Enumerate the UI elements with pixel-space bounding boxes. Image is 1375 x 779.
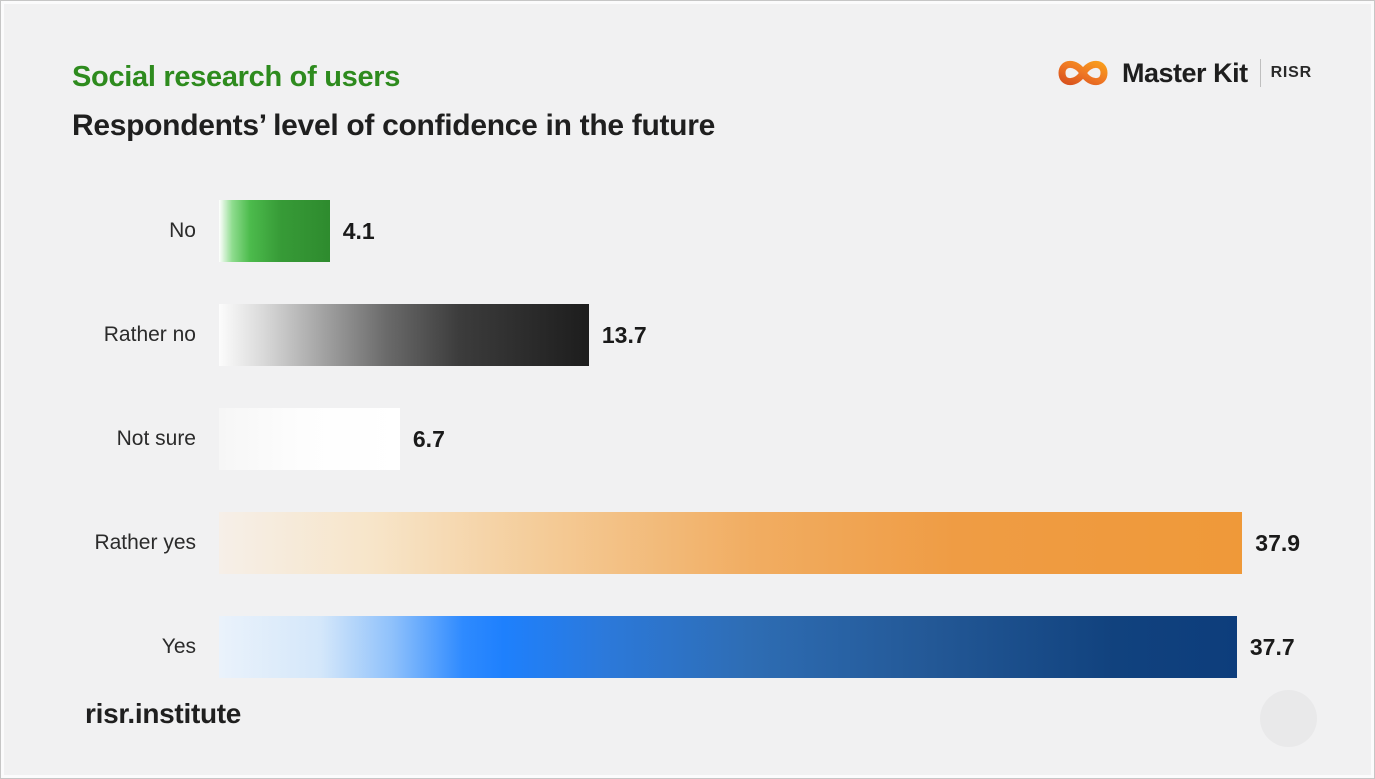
chart-rows: No 4.1 Rather no 13.7 Not sure 6.7 Rather yes 3… (1, 179, 1374, 699)
bar-no (219, 200, 330, 262)
value-label: 13.7 (601, 321, 647, 348)
category-label-no: No (169, 219, 196, 242)
bar-rather-no (219, 304, 589, 366)
brand-name: Master Kit (1122, 57, 1248, 88)
chart-row: Rather no 13.7 (1, 283, 1374, 387)
infinity-icon (1054, 51, 1112, 95)
bar-not-sure (219, 408, 400, 470)
category-label-rather-yes: Rather yes (94, 531, 196, 554)
category-label-not-sure: Not sure (116, 427, 196, 450)
chart-title: Respondents’ level of confidence in the … (72, 109, 715, 142)
decorative-circle (1260, 690, 1317, 747)
chart-row: Yes 37.7 (1, 595, 1374, 699)
value-label: 6.7 (412, 425, 445, 452)
page-title: Social research of users (72, 61, 401, 93)
value-label: 37.9 (1255, 529, 1301, 556)
chart-row: Not sure 6.7 (1, 387, 1374, 491)
value-label: 37.7 (1249, 633, 1295, 660)
footer-site-label: risr.institute (85, 698, 242, 729)
category-label-yes: Yes (161, 635, 196, 658)
chart-row: No 4.1 (1, 179, 1374, 283)
brand-logo: Master Kit RISR (1054, 51, 1312, 95)
chart-row: Rather yes 37.9 (1, 491, 1374, 595)
value-label: 4.1 (342, 217, 375, 244)
bar-chart: No 4.1 Rather no 13.7 Not sure 6.7 Rather yes 3… (1, 179, 1374, 699)
category-label-rather-no: Rather no (103, 323, 196, 346)
bar-yes (219, 616, 1237, 678)
bar-rather-yes (219, 512, 1243, 574)
brand-suffix: RISR (1270, 64, 1312, 81)
logo-divider (1259, 59, 1261, 87)
